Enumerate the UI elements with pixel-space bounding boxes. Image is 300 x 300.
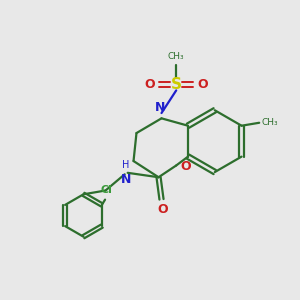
Text: N: N [155, 101, 165, 114]
Text: CH₃: CH₃ [168, 52, 184, 61]
Text: H: H [122, 160, 130, 170]
Text: N: N [121, 173, 131, 186]
Text: Cl: Cl [100, 185, 112, 195]
Text: O: O [198, 78, 208, 91]
Text: S: S [171, 77, 182, 92]
Text: O: O [158, 203, 168, 216]
Text: O: O [144, 78, 155, 91]
Text: O: O [181, 160, 191, 173]
Text: CH₃: CH₃ [261, 118, 278, 127]
